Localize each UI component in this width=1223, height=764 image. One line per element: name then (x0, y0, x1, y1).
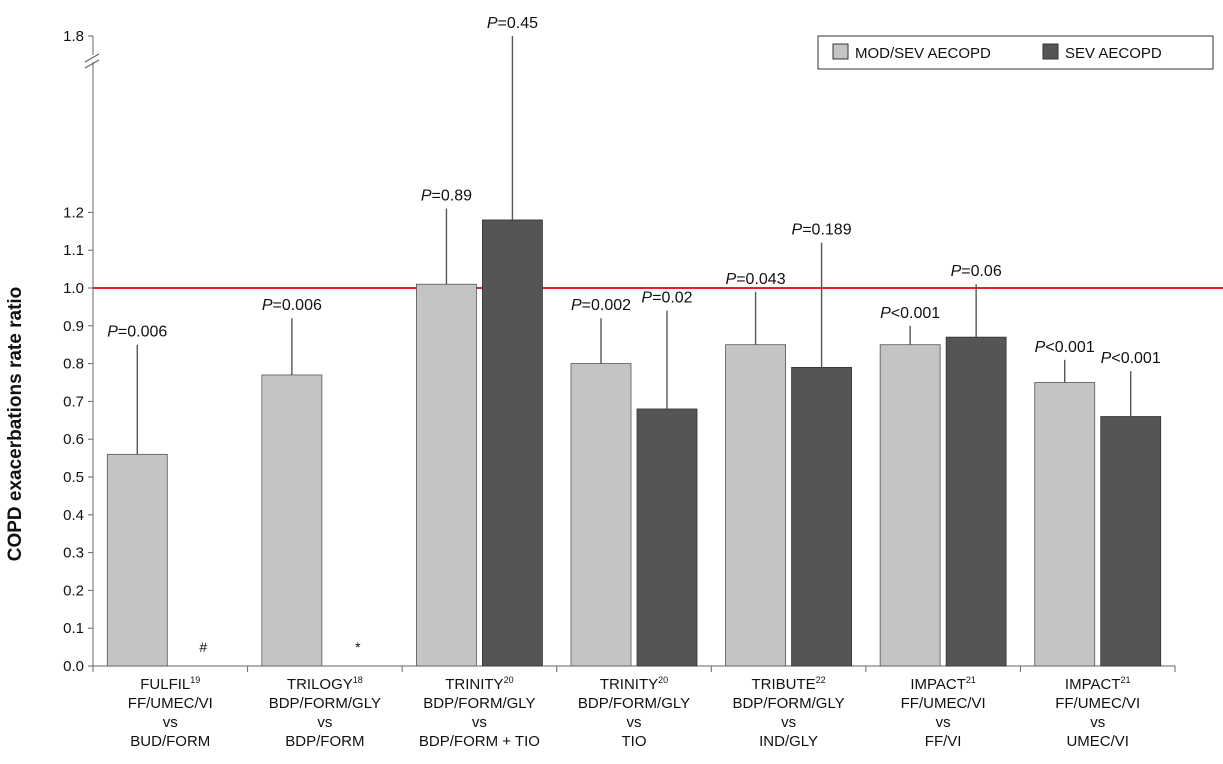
p-value-mod-sev: P=0.043 (726, 271, 786, 288)
axis-break-mark (84, 53, 100, 63)
bar-sev (1100, 416, 1162, 667)
category-sublabel: vs (163, 714, 178, 731)
category-sublabel: BDP/FORM + TIO (419, 733, 540, 750)
category-sublabel: BDP/FORM/GLY (732, 695, 844, 712)
p-value-sev: P=0.06 (951, 263, 1002, 280)
y-axis-label: COPD exacerbations rate ratio (5, 287, 26, 562)
category-sublabel: vs (472, 714, 487, 731)
bars (106, 36, 1162, 667)
y-tick-label: 0.5 (63, 469, 84, 486)
y-tick-label: 0.1 (63, 620, 84, 637)
category-sublabel: vs (781, 714, 796, 731)
p-value-labels: P=0.006 # P=0.006 * P=0.89 P=0.45 P=0.002 P=0.0… (107, 15, 1161, 655)
bar-mod-sev (879, 344, 941, 667)
p-value-sev: P=0.189 (792, 222, 852, 239)
category-sublabel: vs (936, 714, 951, 731)
p-value-mod-sev: P=0.002 (571, 297, 631, 314)
bar-mod-sev (106, 453, 168, 667)
category-sublabel: BUD/FORM (130, 733, 210, 750)
bar-sev (636, 408, 698, 667)
p-value-mod-sev: P=0.006 (107, 324, 167, 341)
p-value-sev: P=0.02 (641, 290, 692, 307)
y-tick-label: 0.0 (63, 658, 84, 675)
legend-label-mod-sev: MOD/SEV AECOPD (855, 45, 991, 62)
y-tick-label: 0.9 (63, 318, 84, 335)
p-value-mod-sev: P<0.001 (880, 305, 940, 322)
legend-label-sev: SEV AECOPD (1065, 45, 1162, 62)
p-value-mod-sev: P<0.001 (1035, 339, 1095, 356)
bar-mod-sev (1034, 382, 1096, 667)
category-label: IMPACT21 (1065, 675, 1131, 693)
p-value-mod-sev: P=0.006 (262, 297, 322, 314)
bar-sev (482, 219, 543, 667)
bar-mod-sev (416, 283, 477, 667)
category-sublabel: FF/UMEC/VI (128, 695, 213, 712)
category-sublabel: vs (1090, 714, 1105, 731)
y-tick-label: 0.4 (63, 507, 84, 524)
category-sublabel: vs (317, 714, 332, 731)
y-tick-label: 0.7 (63, 393, 84, 410)
category-sublabel: vs (627, 714, 642, 731)
bar-mod-sev (261, 374, 323, 667)
y-tick-label: 0.2 (63, 582, 84, 599)
legend-swatch-sev (1042, 43, 1059, 60)
category-sublabel: BDP/FORM/GLY (578, 695, 690, 712)
y-tick-label: 1.1 (63, 242, 84, 259)
missing-data-marker: * (355, 639, 361, 655)
legend-swatch-mod-sev (832, 43, 849, 60)
category-label: TRIBUTE22 (751, 675, 825, 693)
bar-sev (945, 336, 1007, 667)
category-sublabel: FF/UMEC/VI (901, 695, 986, 712)
x-axis: FULFIL19 FF/UMEC/VI vs BUD/FORM TRILOGY18 BDP… (128, 675, 1140, 750)
category-sublabel: BDP/FORM/GLY (423, 695, 535, 712)
category-label: TRINITY20 (600, 675, 668, 693)
bar-mod-sev (725, 344, 786, 667)
y-tick-label: 1.0 (63, 280, 84, 297)
category-label: TRINITY20 (445, 675, 513, 693)
y-tick-label: 1.8 (63, 28, 84, 45)
missing-data-marker: # (199, 639, 207, 655)
y-tick-label: 0.6 (63, 431, 84, 448)
legend-box (817, 35, 1214, 70)
axis-break-mark (84, 59, 100, 69)
category-label: IMPACT21 (910, 675, 976, 693)
category-sublabel: TIO (622, 733, 647, 750)
y-tick-label: 0.8 (63, 356, 84, 373)
category-label: TRILOGY18 (287, 675, 363, 693)
p-value-sev: P<0.001 (1101, 350, 1161, 367)
y-axis: 0.0 0.1 0.2 0.3 0.4 0.5 0.6 0.7 0.8 0.9 1.0 1.1 1.2 1… (63, 28, 1223, 675)
category-sublabel: BDP/FORM/GLY (269, 695, 381, 712)
p-value-sev: P=0.45 (487, 15, 538, 32)
category-sublabel: FF/UMEC/VI (1055, 695, 1140, 712)
category-label: FULFIL19 (140, 675, 200, 693)
category-sublabel: BDP/FORM (285, 733, 364, 750)
category-sublabel: UMEC/VI (1066, 733, 1129, 750)
bar-sev (791, 366, 852, 667)
p-value-mod-sev: P=0.89 (421, 188, 472, 205)
y-tick-label: 0.3 (63, 545, 84, 562)
bar-mod-sev (570, 363, 632, 667)
y-tick-label: 1.2 (63, 204, 84, 221)
legend: MOD/SEV AECOPD SEV AECOPD (817, 35, 1214, 70)
category-sublabel: IND/GLY (759, 733, 818, 750)
category-sublabel: FF/VI (925, 733, 962, 750)
